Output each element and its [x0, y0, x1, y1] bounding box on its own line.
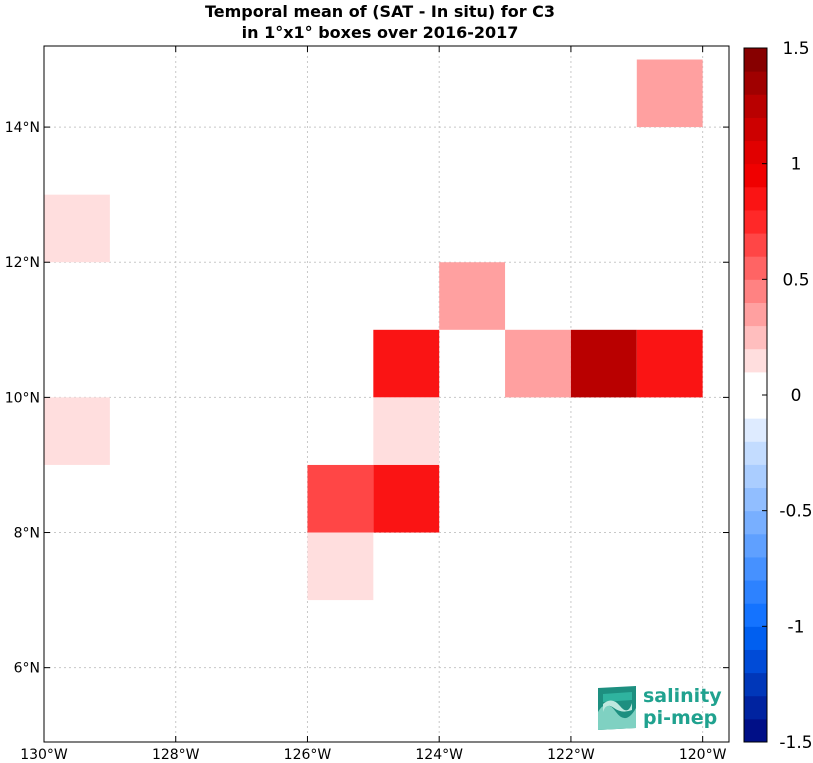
colorbar-tick-label-2: 0.5 — [782, 270, 809, 290]
x-tick-label-5: 120°W — [679, 747, 727, 763]
y-tick-label-0: 6°N — [14, 661, 40, 677]
x-tick-label-0: 130°W — [20, 747, 68, 763]
grid-lines — [43, 46, 729, 742]
colorbar-tick-label-3: 0 — [791, 386, 802, 406]
colorbar-tick-labels: 1.5 1 0.5 0 -0.5 -1 -1.5 — [779, 39, 812, 753]
axis-tick-labels: 130°W 128°W 126°W 124°W 122°W 120°W 6°N 8°N 10°N… — [5, 120, 727, 763]
heatmap-cell-10 — [373, 464, 440, 533]
colorbar-tick-label-4: -0.5 — [779, 502, 812, 522]
wave-logo-icon — [598, 686, 636, 730]
heatmap-cell-2 — [439, 262, 506, 330]
colorbar-tick-label-6: -1.5 — [779, 733, 812, 753]
colorbar-level-6 — [744, 580, 767, 604]
colorbar-level-11 — [744, 464, 767, 489]
colorbar-level-22 — [744, 209, 767, 234]
colorbar-tick-label-1: 1 — [791, 155, 802, 175]
chart-title-line-2: in 1°x1° boxes over 2016-2017 — [242, 23, 519, 42]
colorbar-level-9 — [744, 510, 767, 535]
colorbar-level-24 — [744, 163, 767, 188]
tick-marks — [43, 46, 729, 742]
colorbar-level-28 — [744, 71, 767, 95]
colorbar-level-18 — [744, 302, 767, 327]
colorbar-level-10 — [744, 487, 767, 512]
heatmap-cell-9 — [307, 464, 374, 533]
colorbar-level-21 — [744, 233, 767, 257]
heatmap-cell-3 — [373, 329, 440, 398]
x-tick-label-3: 124°W — [415, 747, 463, 763]
colorbar-level-3 — [744, 649, 767, 674]
heatmap-cell-8 — [373, 397, 440, 465]
colorbar-level-4 — [744, 626, 767, 650]
colorbar-level-13 — [744, 418, 767, 442]
colorbar-level-26 — [744, 117, 767, 142]
x-tick-label-1: 128°W — [152, 747, 200, 763]
colorbar-level-19 — [744, 279, 767, 303]
colorbar-level-16 — [744, 348, 767, 373]
y-tick-label-3: 12°N — [5, 255, 40, 271]
colorbar-level-8 — [744, 533, 767, 558]
x-tick-label-2: 126°W — [284, 747, 332, 763]
colorbar-level-29 — [744, 48, 767, 72]
colorbar-level-1 — [744, 695, 767, 720]
colorbar-level-17 — [744, 325, 767, 350]
heatmap-cell-11 — [307, 532, 374, 601]
colorbar-level-23 — [744, 186, 767, 211]
y-tick-label-1: 8°N — [14, 526, 40, 542]
colorbar — [743, 47, 768, 743]
heatmap-cell-0 — [636, 59, 703, 128]
colorbar-level-7 — [744, 556, 767, 581]
colorbar-level-20 — [744, 256, 767, 280]
heatmap-cell-4 — [505, 329, 571, 398]
x-tick-label-4: 122°W — [547, 747, 595, 763]
y-tick-label-2: 10°N — [5, 390, 40, 406]
plot-frame — [43, 45, 730, 743]
colorbar-tick-label-0: 1.5 — [782, 39, 809, 59]
salinity-pi-mep-logo: salinity pi-mep — [598, 685, 722, 730]
colorbar-tick-label-5: -1 — [788, 617, 805, 637]
colorbar-level-12 — [744, 441, 767, 465]
colorbar-level-15 — [744, 371, 767, 396]
colorbar-level-0 — [744, 718, 767, 743]
heatmap-cell-5 — [570, 329, 637, 398]
logo-text-salinity: salinity — [643, 685, 722, 707]
colorbar-level-5 — [744, 603, 767, 627]
heatmap-cell-7 — [44, 397, 110, 465]
colorbar-level-27 — [744, 94, 767, 118]
y-tick-label-4: 14°N — [5, 120, 40, 136]
colorbar-level-2 — [744, 672, 767, 697]
chart-title-line-1: Temporal mean of (SAT - In situ) for C3 — [205, 2, 555, 21]
heatmap-cell-6 — [636, 329, 703, 398]
colorbar-level-25 — [744, 140, 767, 165]
colorbar-level-14 — [744, 395, 767, 419]
data-cells — [44, 59, 703, 601]
heatmap-cell-1 — [44, 194, 110, 263]
logo-text-pi-mep: pi-mep — [643, 707, 717, 729]
